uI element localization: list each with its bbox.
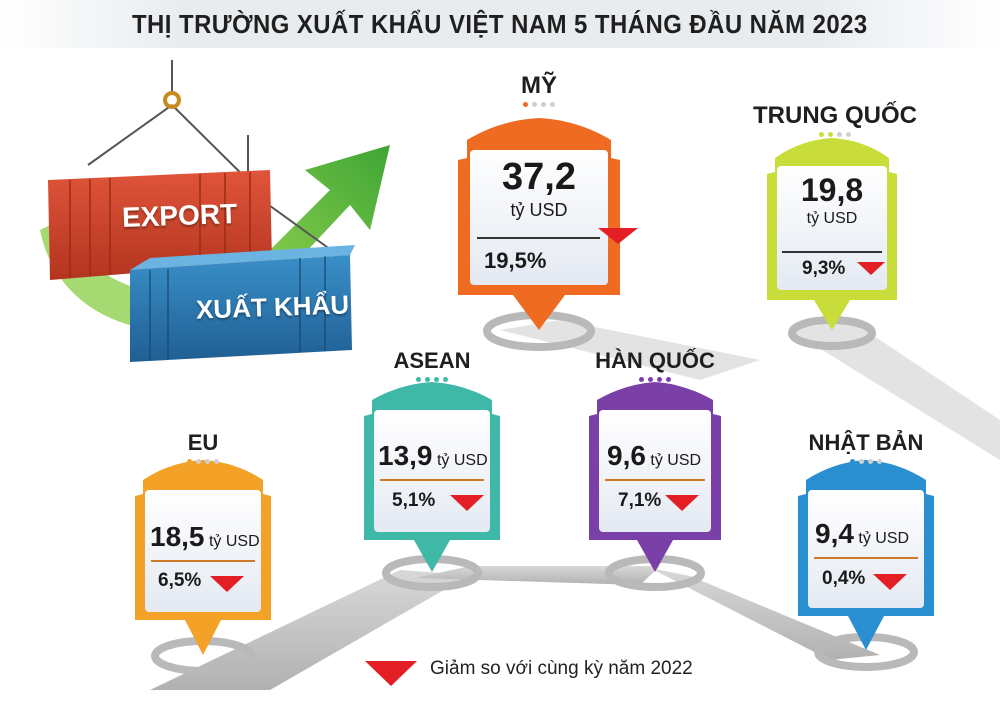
change-eu: 6,5% — [158, 570, 202, 591]
country-label-nhat-ban: NHẬT BẢN — [808, 430, 924, 455]
change-trung-quoc: 9,3% — [802, 258, 846, 279]
country-label-trung-quoc: TRUNG QUỐC — [753, 102, 917, 129]
value-nhat-ban: 9,4 tỷ USD — [815, 518, 909, 550]
value-unit: tỷ USD — [510, 200, 568, 220]
decrease-triangle-icon — [873, 574, 907, 590]
decrease-triangle-icon — [450, 495, 484, 511]
label-dots — [819, 132, 851, 137]
value-number: 9,6 — [607, 440, 646, 471]
value-trung-quoc: 19,8 tỷ USD — [777, 172, 887, 230]
value-number: 19,8 — [800, 172, 864, 208]
country-label-eu: EU — [187, 430, 219, 455]
value-number: 37,2 — [502, 156, 576, 198]
value-number: 13,9 — [378, 440, 433, 471]
decrease-triangle-icon — [665, 495, 699, 511]
value-eu: 18,5 tỷ USD — [150, 521, 260, 553]
country-label-asean: ASEAN — [393, 348, 471, 373]
pin-my — [458, 118, 638, 330]
value-han-quoc: 9,6 tỷ USD — [607, 440, 701, 472]
value-my: 37,2 tỷ USD — [470, 156, 608, 222]
road-network — [150, 320, 1000, 690]
label-dots — [850, 459, 882, 464]
title-band: THỊ TRƯỜNG XUẤT KHẨU VIỆT NAM 5 THÁNG ĐẦ… — [0, 0, 1000, 48]
change-asean: 5,1% — [392, 490, 436, 511]
cargo-container-icon — [130, 245, 355, 362]
container-blue-label: XUẤT KHẨU — [195, 289, 350, 325]
pin-nhat-ban — [798, 460, 934, 650]
page-title: THỊ TRƯỜNG XUẤT KHẨU VIỆT NAM 5 THÁNG ĐẦ… — [132, 8, 868, 39]
container-red-label: EXPORT — [121, 198, 238, 234]
pin-trung-quoc — [767, 138, 897, 330]
pin-asean — [364, 382, 500, 572]
value-unit: tỷ USD — [858, 530, 910, 547]
change-han-quoc: 7,1% — [618, 490, 662, 511]
label-dots — [523, 102, 555, 107]
country-label-my: MỸ — [521, 72, 557, 99]
country-label-han-quoc: HÀN QUỐC — [595, 348, 715, 373]
value-unit: tỷ USD — [436, 452, 488, 469]
value-number: 18,5 — [150, 521, 205, 552]
label-dots — [639, 377, 671, 382]
change-nhat-ban: 0,4% — [822, 568, 866, 589]
label-dots — [187, 459, 219, 464]
value-number: 9,4 — [815, 518, 854, 549]
decrease-triangle-icon — [210, 576, 244, 592]
pin-eu — [135, 460, 271, 655]
value-unit: tỷ USD — [806, 210, 858, 227]
legend-text: Giảm so với cùng kỳ năm 2022 — [430, 658, 693, 679]
value-unit: tỷ USD — [650, 452, 702, 469]
decrease-triangle-icon — [365, 661, 417, 686]
label-dots — [416, 377, 448, 382]
value-asean: 13,9 tỷ USD — [378, 440, 488, 472]
decrease-triangle-icon — [857, 262, 885, 275]
value-unit: tỷ USD — [208, 533, 260, 550]
decrease-triangle-icon — [598, 228, 638, 244]
cargo-container-icon — [48, 170, 272, 280]
pin-han-quoc — [589, 382, 721, 572]
change-my: 19,5% — [484, 248, 547, 273]
